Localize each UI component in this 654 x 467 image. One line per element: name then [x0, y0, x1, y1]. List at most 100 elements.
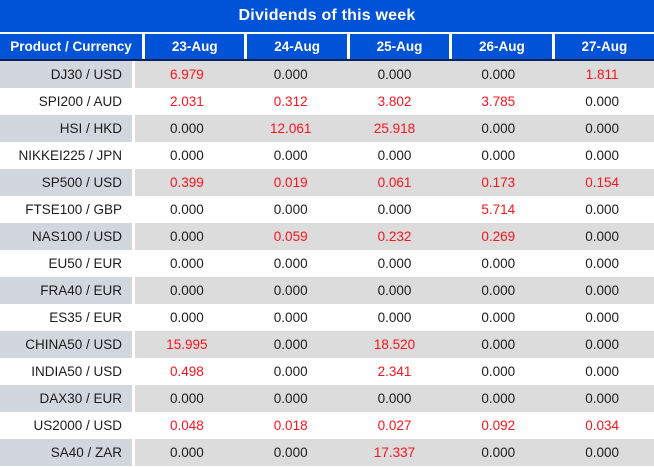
dividend-value: 0.000 — [585, 364, 619, 379]
dividend-value: 0.000 — [481, 310, 516, 325]
product-currency-label: US2000 / USD — [0, 412, 135, 439]
product-currency-label: FTSE100 / GBP — [0, 196, 135, 223]
table-row: FTSE100 / GBP 0.000 0.000 0.000 5.714 0.000 — [0, 196, 654, 223]
dividend-value: 0.000 — [446, 61, 551, 88]
dividend-value: 0.000 — [550, 223, 654, 250]
dividend-value: 0.154 — [550, 169, 654, 196]
table-row: NAS100 / USD 0.000 0.059 0.232 0.269 0.000 — [0, 223, 654, 250]
dividend-value: 0.000 — [273, 364, 308, 379]
dividend-value: 0.000 — [342, 277, 447, 304]
product-currency-label: HSI / HKD — [0, 115, 135, 142]
dividend-value: 0.000 — [550, 385, 654, 412]
column-header-23aug: 23-Aug — [145, 34, 248, 59]
table-row: CHINA50 / USD 15.995 0.000 18.520 0.000 0.00… — [0, 331, 654, 358]
dividend-value: 0.000 — [273, 310, 308, 325]
dividend-value: 0.000 — [135, 277, 239, 304]
page-title: Dividends of this week — [238, 7, 416, 24]
dividend-value: 0.000 — [135, 223, 239, 250]
table-row: SA40 / ZAR 0.000 0.000 17.337 0.000 0.000 — [0, 439, 654, 466]
table-body: DJ30 / USD 6.979 0.000 0.000 0.000 1.811 SPI… — [0, 61, 654, 466]
column-header-27aug: 27-Aug — [581, 39, 628, 54]
dividend-value: 0.000 — [377, 148, 412, 163]
table-row: SPI200 / AUD 2.031 0.312 3.802 3.785 0.000 — [0, 88, 654, 115]
dividend-value: 0.000 — [585, 310, 619, 325]
dividend-value: 0.399 — [135, 169, 239, 196]
dividend-value: 0.000 — [238, 61, 343, 88]
dividend-value: 0.000 — [273, 148, 308, 163]
dividend-value: 0.000 — [481, 148, 516, 163]
product-currency-label: NIKKEI225 / JPN — [0, 142, 135, 169]
dividend-value: 0.000 — [550, 439, 654, 466]
dividend-value: 0.000 — [273, 256, 308, 271]
dividend-value: 0.000 — [585, 94, 619, 109]
dividend-value: 0.000 — [481, 364, 516, 379]
column-header-26aug: 26-Aug — [452, 34, 555, 59]
table-row: DJ30 / USD 6.979 0.000 0.000 0.000 1.811 — [0, 61, 654, 88]
product-currency-label: EU50 / EUR — [0, 250, 135, 277]
dividend-value: 0.000 — [446, 115, 551, 142]
dividend-value: 0.000 — [135, 115, 239, 142]
dividend-value: 0.000 — [170, 148, 204, 163]
dividend-value: 5.714 — [481, 202, 516, 217]
dividend-value: 0.232 — [342, 223, 447, 250]
table-row: FRA40 / EUR 0.000 0.000 0.000 0.000 0.000 — [0, 277, 654, 304]
product-currency-label: INDIA50 / USD — [0, 358, 135, 385]
dividend-value: 0.269 — [446, 223, 551, 250]
dividend-value: 0.000 — [377, 310, 412, 325]
product-currency-label: FRA40 / EUR — [0, 277, 135, 304]
dividend-value: 2.031 — [170, 94, 204, 109]
product-currency-label: DJ30 / USD — [0, 61, 135, 88]
column-header-product: Product / Currency — [0, 34, 145, 59]
table-row: INDIA50 / USD 0.498 0.000 2.341 0.000 0.000 — [0, 358, 654, 385]
table-header-row: Product / Currency 23-Aug 24-Aug 25-Aug … — [0, 34, 654, 61]
table-row: EU50 / EUR 0.000 0.000 0.000 0.000 0.000 — [0, 250, 654, 277]
dividend-value: 0.000 — [238, 385, 343, 412]
dividend-value: 0.000 — [170, 310, 204, 325]
dividend-value: 0.000 — [585, 202, 619, 217]
dividend-value: 25.918 — [342, 115, 447, 142]
dividend-value: 1.811 — [550, 61, 654, 88]
dividend-value: 0.000 — [585, 148, 619, 163]
dividend-value: 15.995 — [135, 331, 239, 358]
dividend-value: 0.312 — [273, 94, 308, 109]
product-currency-label: DAX30 / EUR — [0, 385, 135, 412]
dividend-value: 0.000 — [238, 439, 343, 466]
dividend-value: 0.059 — [238, 223, 343, 250]
dividend-value: 0.000 — [481, 256, 516, 271]
dividend-value: 0.000 — [377, 202, 412, 217]
product-currency-label: CHINA50 / USD — [0, 331, 135, 358]
dividend-value: 2.341 — [377, 364, 412, 379]
dividend-value: 0.000 — [342, 385, 447, 412]
table-row: US2000 / USD 0.048 0.018 0.027 0.092 0.034 — [0, 412, 654, 439]
dividend-value: 0.498 — [170, 364, 204, 379]
table-row: ES35 / EUR 0.000 0.000 0.000 0.000 0.000 — [0, 304, 654, 331]
column-header-24aug: 24-Aug — [247, 34, 350, 59]
dividend-value: 12.061 — [238, 115, 343, 142]
dividend-value: 18.520 — [342, 331, 447, 358]
column-header-25aug: 25-Aug — [350, 34, 453, 59]
dividend-value: 0.000 — [550, 277, 654, 304]
dividend-value: 0.061 — [342, 169, 447, 196]
dividend-value: 0.000 — [446, 277, 551, 304]
product-currency-label: ES35 / EUR — [0, 304, 135, 331]
product-currency-label: SA40 / ZAR — [0, 439, 135, 466]
dividend-value: 0.000 — [238, 331, 343, 358]
product-currency-label: SPI200 / AUD — [0, 88, 135, 115]
title-divider — [0, 32, 654, 34]
dividend-value: 17.337 — [342, 439, 447, 466]
dividend-value: 6.979 — [135, 61, 239, 88]
dividend-value: 0.000 — [238, 277, 343, 304]
dividend-value: 0.018 — [273, 418, 308, 433]
dividend-value: 0.019 — [238, 169, 343, 196]
dividend-value: 0.000 — [550, 115, 654, 142]
dividend-value: 0.027 — [377, 418, 412, 433]
dividend-value: 0.000 — [377, 256, 412, 271]
product-currency-label: SP500 / USD — [0, 169, 135, 196]
dividend-value: 0.000 — [585, 256, 619, 271]
table-row: NIKKEI225 / JPN 0.000 0.000 0.000 0.000 0.00… — [0, 142, 654, 169]
dividend-value: 0.000 — [135, 439, 239, 466]
dividend-value: 3.802 — [377, 94, 412, 109]
dividend-value: 0.000 — [170, 202, 204, 217]
table-row: SP500 / USD 0.399 0.019 0.061 0.173 0.154 — [0, 169, 654, 196]
